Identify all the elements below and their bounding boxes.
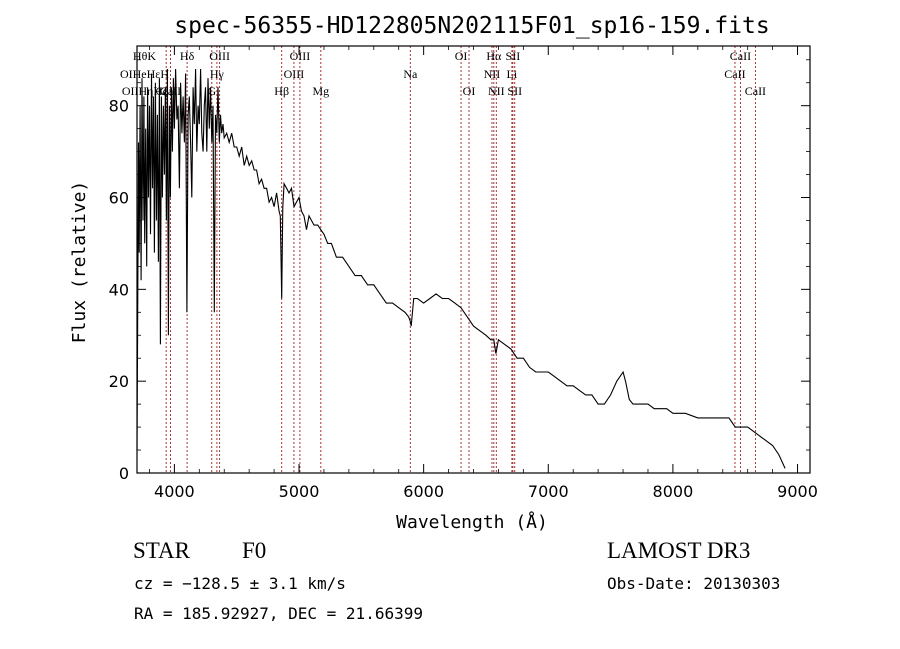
coordinates: RA = 185.92927, DEC = 21.66399	[134, 604, 423, 623]
x-tick-label: 5000	[279, 482, 320, 501]
y-axis-label: Flux (relative)	[69, 181, 90, 344]
line-label-hδ: Hδ	[180, 49, 195, 63]
line-label-oi: OI	[463, 84, 476, 98]
line-label-caii: CaII	[745, 84, 766, 98]
chart-title: spec-56355-HD122805N202115F01_sp16-159.f…	[174, 13, 769, 39]
line-label-sii: SII	[506, 49, 521, 63]
plot-frame	[136, 45, 811, 474]
survey-name: LAMOST DR3	[607, 538, 751, 563]
observation-date: Obs-Date: 20130303	[607, 574, 781, 593]
line-label-g: G	[207, 84, 216, 98]
line-label-hβ: Hβ	[274, 84, 289, 98]
x-tick-label: 6000	[403, 482, 444, 501]
y-tick-label: 0	[119, 464, 129, 483]
x-tick-label: 7000	[528, 482, 569, 501]
crowded-line-label: OIHeHεH	[120, 67, 169, 81]
line-label-na: Na	[403, 67, 418, 81]
line-label-oi: OI	[455, 49, 468, 63]
line-label-oiii: OIII	[290, 49, 311, 63]
axis-ticks: 4000 5000 6000 7000 8000 9000 0 20 40 60 80	[109, 46, 818, 501]
y-tick-label: 60	[109, 189, 129, 208]
x-tick-label: 4000	[154, 482, 195, 501]
line-label-oiii: OIII	[209, 49, 230, 63]
line-label-caii: CaII	[730, 49, 751, 63]
y-tick-label: 40	[109, 280, 129, 299]
line-label-nii: NII	[484, 67, 501, 81]
redshift-value: cz = −128.5 ± 3.1 km/s	[134, 574, 346, 593]
object-class: STAR	[133, 538, 190, 563]
y-tick-label: 20	[109, 372, 129, 391]
y-tick-label: 80	[109, 97, 129, 116]
x-tick-label: 9000	[777, 482, 818, 501]
line-label-sii: SII	[507, 84, 522, 98]
line-label-li: Li	[507, 67, 518, 81]
object-subclass: F0	[242, 538, 267, 563]
line-label-hγ: Hγ	[210, 67, 225, 81]
x-tick-label: 8000	[653, 482, 694, 501]
x-axis-label: Wavelength (Å)	[396, 511, 548, 533]
spectrum-line	[136, 68, 786, 469]
line-label-mg: Mg	[312, 84, 329, 98]
line-label-nii: NII	[488, 84, 505, 98]
line-label-caii: CaII	[724, 67, 745, 81]
line-label-hα: Hα	[486, 49, 502, 63]
line-label-oiii: OIII	[284, 67, 305, 81]
